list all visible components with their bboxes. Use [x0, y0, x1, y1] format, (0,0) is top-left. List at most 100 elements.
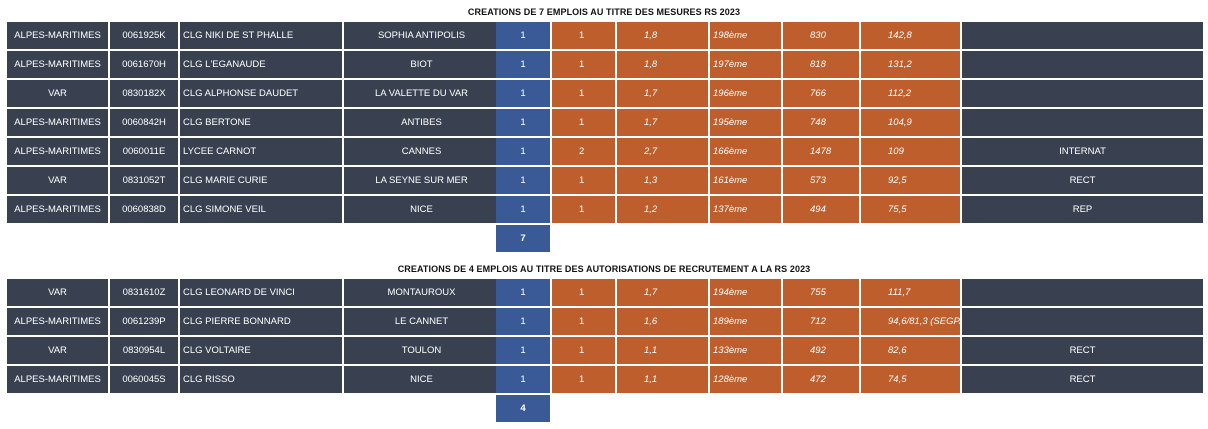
- cell-col2[interactable]: 1: [552, 366, 615, 393]
- cell-etablissement[interactable]: CLG ALPHONSE DAUDET: [180, 80, 342, 107]
- cell-score[interactable]: 111,7: [861, 279, 960, 306]
- cell-commune[interactable]: LA VALETTE DU VAR: [344, 80, 499, 107]
- cell-score[interactable]: 131,2: [861, 51, 960, 78]
- cell-uai[interactable]: 0061925K: [110, 22, 178, 49]
- cell-commune[interactable]: LA SEYNE SUR MER: [344, 167, 499, 194]
- cell-effectif[interactable]: 1478: [783, 138, 859, 165]
- cell-uai[interactable]: 0831052T: [110, 167, 178, 194]
- cell-commune[interactable]: BIOT: [344, 51, 499, 78]
- cell-col2[interactable]: 1: [552, 22, 615, 49]
- cell-etablissement[interactable]: CLG BERTONE: [180, 109, 342, 136]
- cell-remarque[interactable]: [962, 51, 1203, 78]
- cell-commune[interactable]: LE CANNET: [344, 308, 499, 335]
- cell-emplois[interactable]: 1: [496, 279, 550, 306]
- cell-indice[interactable]: 1,2: [617, 196, 708, 223]
- cell-etablissement[interactable]: CLG LEONARD DE VINCI: [180, 279, 342, 306]
- cell-score[interactable]: 142,8: [861, 22, 960, 49]
- cell-emplois[interactable]: 1: [496, 196, 550, 223]
- cell-departement[interactable]: ALPES-MARITIMES: [7, 51, 108, 78]
- cell-departement[interactable]: ALPES-MARITIMES: [7, 308, 108, 335]
- cell-indice[interactable]: 1,1: [617, 337, 708, 364]
- cell-col2[interactable]: 2: [552, 138, 615, 165]
- cell-score[interactable]: 92,5: [861, 167, 960, 194]
- cell-remarque[interactable]: [962, 22, 1203, 49]
- cell-col2[interactable]: 1: [552, 337, 615, 364]
- cell-col2[interactable]: 1: [552, 109, 615, 136]
- cell-effectif[interactable]: 494: [783, 196, 859, 223]
- cell-etablissement[interactable]: CLG SIMONE VEIL: [180, 196, 342, 223]
- cell-rang[interactable]: 197ème: [710, 51, 781, 78]
- cell-commune[interactable]: NICE: [344, 366, 499, 393]
- cell-score[interactable]: 104,9: [861, 109, 960, 136]
- cell-emplois[interactable]: 1: [496, 167, 550, 194]
- cell-indice[interactable]: 1,7: [617, 80, 708, 107]
- cell-effectif[interactable]: 492: [783, 337, 859, 364]
- cell-etablissement[interactable]: LYCEE CARNOT: [180, 138, 342, 165]
- cell-uai[interactable]: 0061670H: [110, 51, 178, 78]
- cell-etablissement[interactable]: CLG NIKI DE ST PHALLE: [180, 22, 342, 49]
- cell-etablissement[interactable]: CLG MARIE CURIE: [180, 167, 342, 194]
- cell-indice[interactable]: 1,6: [617, 308, 708, 335]
- cell-departement[interactable]: VAR: [7, 279, 108, 306]
- cell-score[interactable]: 94,6/81,3 (SEGPA): [861, 308, 960, 335]
- cell-indice[interactable]: 1,3: [617, 167, 708, 194]
- cell-departement[interactable]: ALPES-MARITIMES: [7, 22, 108, 49]
- cell-commune[interactable]: ANTIBES: [344, 109, 499, 136]
- cell-remarque[interactable]: INTERNAT: [962, 138, 1203, 165]
- cell-etablissement[interactable]: CLG PIERRE BONNARD: [180, 308, 342, 335]
- cell-departement[interactable]: ALPES-MARITIMES: [7, 366, 108, 393]
- cell-rang[interactable]: 189ème: [710, 308, 781, 335]
- cell-departement[interactable]: ALPES-MARITIMES: [7, 196, 108, 223]
- cell-col2[interactable]: 1: [552, 167, 615, 194]
- cell-effectif[interactable]: 712: [783, 308, 859, 335]
- cell-effectif[interactable]: 748: [783, 109, 859, 136]
- cell-rang[interactable]: 194ème: [710, 279, 781, 306]
- cell-rang[interactable]: 196ème: [710, 80, 781, 107]
- cell-indice[interactable]: 1,7: [617, 279, 708, 306]
- cell-uai[interactable]: 0830954L: [110, 337, 178, 364]
- cell-remarque[interactable]: REP: [962, 196, 1203, 223]
- cell-departement[interactable]: VAR: [7, 80, 108, 107]
- cell-commune[interactable]: SOPHIA ANTIPOLIS: [344, 22, 499, 49]
- cell-effectif[interactable]: 755: [783, 279, 859, 306]
- cell-commune[interactable]: MONTAUROUX: [344, 279, 499, 306]
- cell-emplois[interactable]: 1: [496, 337, 550, 364]
- cell-remarque[interactable]: [962, 109, 1203, 136]
- cell-emplois[interactable]: 1: [496, 51, 550, 78]
- cell-emplois[interactable]: 1: [496, 138, 550, 165]
- cell-indice[interactable]: 1,7: [617, 109, 708, 136]
- cell-remarque[interactable]: RECT: [962, 337, 1203, 364]
- cell-col2[interactable]: 1: [552, 196, 615, 223]
- cell-effectif[interactable]: 830: [783, 22, 859, 49]
- cell-uai[interactable]: 0831610Z: [110, 279, 178, 306]
- cell-col2[interactable]: 1: [552, 51, 615, 78]
- cell-rang[interactable]: 161ème: [710, 167, 781, 194]
- cell-etablissement[interactable]: CLG RISSO: [180, 366, 342, 393]
- cell-etablissement[interactable]: CLG L'EGANAUDE: [180, 51, 342, 78]
- cell-departement[interactable]: ALPES-MARITIMES: [7, 138, 108, 165]
- cell-remarque[interactable]: [962, 279, 1203, 306]
- cell-uai[interactable]: 0060842H: [110, 109, 178, 136]
- cell-commune[interactable]: NICE: [344, 196, 499, 223]
- cell-col2[interactable]: 1: [552, 279, 615, 306]
- cell-effectif[interactable]: 766: [783, 80, 859, 107]
- cell-rang[interactable]: 195ème: [710, 109, 781, 136]
- cell-rang[interactable]: 137ème: [710, 196, 781, 223]
- cell-effectif[interactable]: 472: [783, 366, 859, 393]
- cell-commune[interactable]: CANNES: [344, 138, 499, 165]
- cell-emplois[interactable]: 1: [496, 80, 550, 107]
- cell-rang[interactable]: 198ème: [710, 22, 781, 49]
- cell-remarque[interactable]: RECT: [962, 167, 1203, 194]
- cell-departement[interactable]: VAR: [7, 337, 108, 364]
- cell-remarque[interactable]: [962, 308, 1203, 335]
- cell-indice[interactable]: 1,1: [617, 366, 708, 393]
- cell-score[interactable]: 75,5: [861, 196, 960, 223]
- cell-departement[interactable]: VAR: [7, 167, 108, 194]
- cell-score[interactable]: 74,5: [861, 366, 960, 393]
- cell-uai[interactable]: 0830182X: [110, 80, 178, 107]
- cell-effectif[interactable]: 818: [783, 51, 859, 78]
- cell-rang[interactable]: 166ème: [710, 138, 781, 165]
- cell-score[interactable]: 109: [861, 138, 960, 165]
- cell-rang[interactable]: 133ème: [710, 337, 781, 364]
- cell-etablissement[interactable]: CLG VOLTAIRE: [180, 337, 342, 364]
